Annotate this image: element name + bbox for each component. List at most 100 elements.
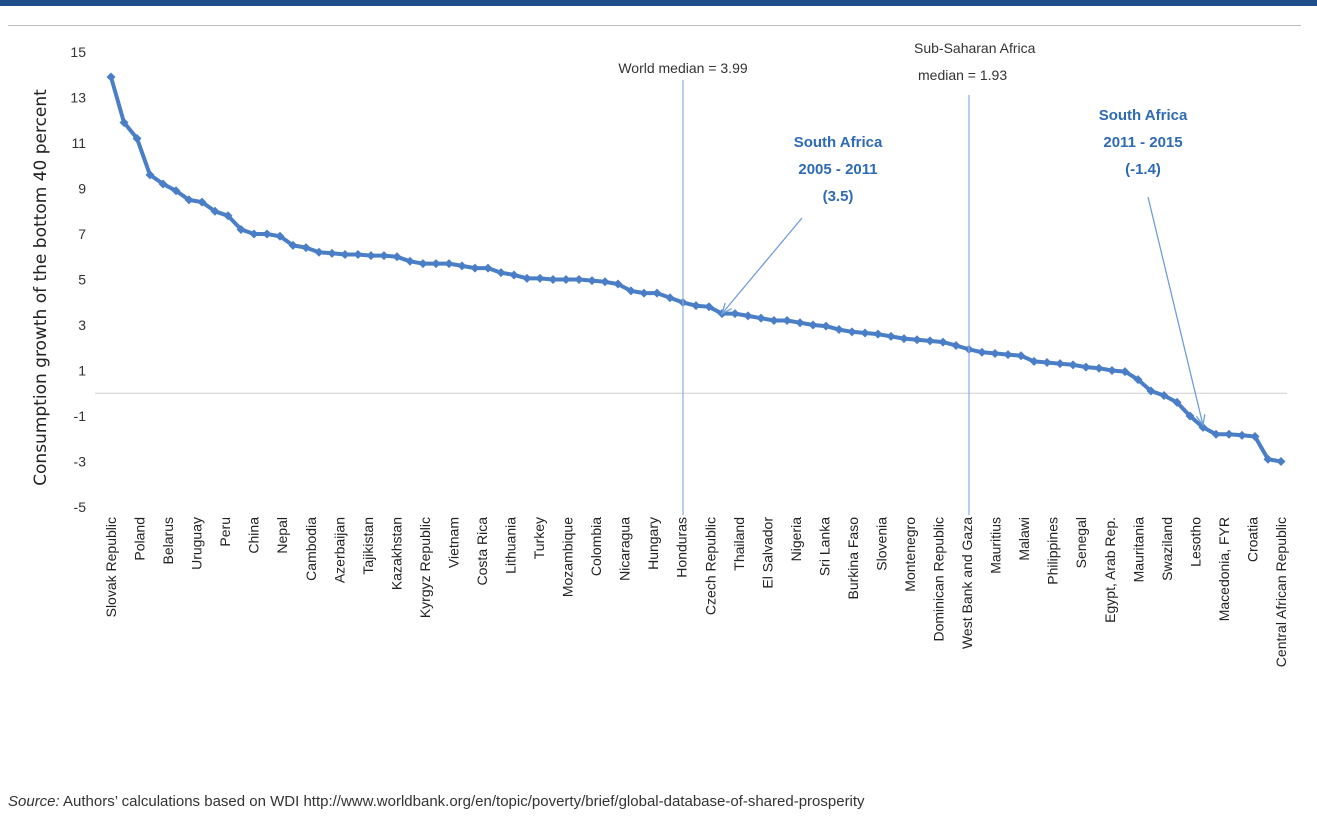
data-point xyxy=(106,72,116,82)
annotation-arrow xyxy=(721,217,803,315)
data-point xyxy=(587,276,597,286)
data-point xyxy=(496,268,506,278)
data-point xyxy=(821,321,831,331)
data-point xyxy=(834,325,844,335)
x-tick-label: Uruguay xyxy=(189,517,205,570)
x-tick-label: Colombia xyxy=(588,517,604,576)
data-point xyxy=(769,315,779,325)
annotation-arrow xyxy=(1147,196,1204,426)
data-point xyxy=(444,259,454,269)
x-tick-label: Burkina Faso xyxy=(845,517,861,600)
data-point xyxy=(1042,358,1052,368)
x-tick-label: Dominican Republic xyxy=(931,517,947,642)
annotation-text: 2011 - 2015 xyxy=(1103,134,1182,151)
data-point xyxy=(314,247,324,257)
y-tick-label: 9 xyxy=(78,181,86,197)
x-tick-label: Peru xyxy=(217,517,233,547)
x-tick-label: Nigeria xyxy=(788,517,804,562)
y-tick-label: 1 xyxy=(78,363,86,379)
data-point xyxy=(860,328,870,338)
x-tick-label: Egypt, Arab Rep. xyxy=(1102,517,1118,623)
data-point xyxy=(249,229,259,239)
data-point xyxy=(912,335,922,345)
data-point xyxy=(1146,386,1156,396)
x-tick-label: Swaziland xyxy=(1159,517,1175,581)
x-tick-label: Central African Republic xyxy=(1273,517,1289,667)
arrow-head xyxy=(1195,414,1206,427)
data-point xyxy=(340,249,350,259)
x-tick-label: Senegal xyxy=(1073,517,1089,568)
source-label: Source: xyxy=(8,793,60,810)
data-point xyxy=(626,286,636,296)
data-point xyxy=(262,229,272,239)
y-tick-label: -1 xyxy=(74,408,87,424)
y-tick-label: 11 xyxy=(71,135,86,151)
data-point xyxy=(548,275,558,284)
data-point xyxy=(899,334,909,344)
data-point xyxy=(847,327,857,337)
data-point xyxy=(457,261,467,271)
data-point xyxy=(1003,350,1013,360)
data-point xyxy=(405,256,415,266)
x-tick-label: Hungary xyxy=(645,517,661,570)
data-point xyxy=(1276,457,1286,466)
data-point xyxy=(1211,429,1221,439)
x-tick-label: West Bank and Gaza xyxy=(959,517,975,649)
data-point xyxy=(1133,375,1143,385)
data-point xyxy=(977,347,987,357)
x-tick-label: Nicaragua xyxy=(617,517,633,581)
data-point xyxy=(197,197,207,207)
data-point xyxy=(288,240,298,250)
y-tick-label: 15 xyxy=(70,44,86,60)
header-bar xyxy=(0,0,1317,6)
data-point xyxy=(795,318,805,328)
data-point xyxy=(1016,351,1026,361)
x-tick-label: Kyrgyz Republic xyxy=(417,517,433,618)
data-point xyxy=(1185,411,1195,421)
data-point xyxy=(366,251,376,261)
x-tick-label: Mozambique xyxy=(560,517,576,597)
x-tick-label: Honduras xyxy=(674,517,690,578)
annotation-text: South Africa xyxy=(794,134,883,151)
y-tick-label: -3 xyxy=(74,454,87,470)
data-point xyxy=(223,211,233,221)
data-point xyxy=(1172,397,1182,407)
x-tick-label: Malawi xyxy=(1016,517,1032,561)
x-tick-label: Sri Lanka xyxy=(816,517,832,576)
x-tick-label: Mauritania xyxy=(1130,517,1146,583)
data-point xyxy=(301,243,311,253)
data-point xyxy=(483,263,493,273)
data-point xyxy=(1068,360,1078,370)
data-point xyxy=(743,311,753,321)
data-point xyxy=(756,313,766,323)
data-point xyxy=(392,252,402,262)
data-point xyxy=(574,275,584,284)
data-point xyxy=(1029,356,1039,366)
y-tick-label: 13 xyxy=(70,90,86,106)
annotation-text: South Africa xyxy=(1099,107,1188,124)
data-point xyxy=(1237,430,1247,440)
x-tick-label: El Salvador xyxy=(759,517,775,589)
data-point xyxy=(1250,431,1260,441)
header-divider xyxy=(8,25,1301,26)
data-point xyxy=(171,186,181,196)
arrow-head xyxy=(720,302,733,315)
annotation-text: (3.5) xyxy=(823,188,854,205)
line-chart: Consumption growth of the bottom 40 perc… xyxy=(31,40,1289,667)
ssa-median-label: Sub-Saharan Africa xyxy=(914,40,1036,56)
x-tick-label: Azerbaijan xyxy=(331,517,347,583)
data-point xyxy=(665,293,675,303)
data-point xyxy=(275,231,285,241)
data-point xyxy=(639,288,649,298)
data-point xyxy=(1081,362,1091,372)
x-tick-label: Slovenia xyxy=(874,517,890,571)
data-point xyxy=(418,259,428,269)
x-tick-label: Czech Republic xyxy=(702,517,718,615)
x-tick-label: Kazakhstan xyxy=(388,517,404,590)
y-tick-label: -5 xyxy=(74,499,87,515)
annotation-text: 2005 - 2011 xyxy=(798,161,877,178)
data-point xyxy=(470,263,480,273)
x-tick-label: Tajikistan xyxy=(360,517,376,575)
data-point xyxy=(704,302,714,312)
data-point xyxy=(535,273,545,283)
